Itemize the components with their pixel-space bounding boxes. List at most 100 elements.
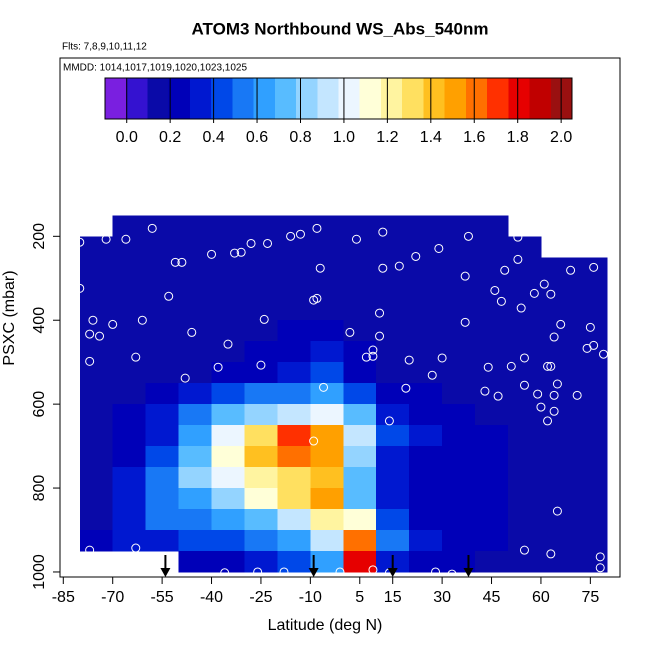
- colorbar-tick-label: 0.0: [116, 129, 138, 146]
- arrow-head: [308, 568, 319, 577]
- sample-point: [434, 243, 444, 253]
- sample-point: [309, 295, 319, 305]
- heatmap-cell: [211, 383, 245, 405]
- heatmap-cell: [112, 446, 147, 468]
- sample-point: [490, 285, 500, 295]
- heatmap-cell: [244, 446, 278, 468]
- heatmap-cell: [376, 257, 410, 279]
- heatmap-cell: [475, 257, 509, 279]
- heatmap-cell: [178, 530, 213, 552]
- heatmap-cell: [244, 236, 278, 258]
- sample-point: [315, 263, 325, 273]
- colorbar-frame: [104, 77, 573, 120]
- heatmap-cell: [79, 446, 114, 468]
- colorbar-cell: [338, 78, 361, 119]
- sample-point: [121, 234, 131, 244]
- heatmap-cell: [475, 404, 509, 426]
- heatmap-cell: [409, 530, 443, 552]
- heatmap-cell: [376, 530, 410, 552]
- heatmap-cell: [508, 278, 542, 300]
- heatmap-cell: [277, 278, 311, 300]
- heatmap-cell: [79, 530, 114, 552]
- heatmap-cell: [145, 383, 180, 405]
- heatmap-cell: [540, 299, 575, 321]
- sample-point: [463, 231, 473, 241]
- sample-point: [177, 257, 187, 267]
- arrow: [308, 555, 319, 577]
- heatmap-cell: [112, 215, 147, 237]
- heatmap-cell: [244, 278, 278, 300]
- sample-point: [108, 319, 118, 329]
- sample-point: [595, 552, 605, 562]
- heatmap-cell: [244, 362, 278, 384]
- heatmap-cell: [409, 404, 443, 426]
- heatmap-cell: [277, 215, 311, 237]
- heatmap-cell: [540, 446, 575, 468]
- heatmap-cell: [244, 257, 278, 279]
- sample-point: [246, 238, 256, 248]
- heatmap-cell: [79, 425, 114, 447]
- heatmap-cell: [508, 488, 542, 510]
- arrow-head: [160, 568, 171, 577]
- sample-point: [147, 223, 157, 233]
- heatmap-cell: [442, 404, 476, 426]
- heatmap-cell: [376, 509, 410, 531]
- x-axis-label: Latitude (deg N): [268, 617, 383, 634]
- colorbar-tick-label: 1.6: [463, 129, 485, 146]
- sample-point: [585, 322, 595, 332]
- x-tick-label: -40: [200, 589, 223, 606]
- heatmap-cell: [376, 383, 410, 405]
- heatmap-cell: [442, 425, 476, 447]
- sample-point: [345, 327, 355, 337]
- sample-point: [546, 289, 556, 299]
- heatmap-cell: [211, 550, 245, 573]
- heatmap-cell: [211, 299, 245, 321]
- sample-point: [533, 389, 543, 399]
- heatmap-cell: [376, 362, 410, 384]
- heatmap-cell: [442, 446, 476, 468]
- sample-point: [516, 303, 526, 313]
- heatmap-cell: [277, 236, 311, 258]
- heatmap-cell: [244, 341, 278, 363]
- heatmap-cell: [211, 467, 245, 489]
- heatmap-cell: [409, 383, 443, 405]
- heatmap-cell: [211, 341, 245, 363]
- heatmap-cell: [211, 446, 245, 468]
- sample-point: [286, 231, 296, 241]
- x-tick-label: -55: [151, 589, 174, 606]
- heatmap-cell: [343, 383, 377, 405]
- heatmap-cell: [244, 215, 278, 237]
- sample-point: [253, 567, 263, 577]
- sample-point: [85, 545, 95, 555]
- heatmap-cell: [508, 257, 542, 279]
- heatmap-cell: [540, 257, 575, 279]
- heatmap-cell: [343, 341, 377, 363]
- heatmap-cell: [310, 299, 344, 321]
- heatmap-cell: [475, 215, 509, 237]
- heatmap-cell: [376, 299, 410, 321]
- heatmap-cell: [475, 362, 509, 384]
- sample-point: [536, 402, 546, 412]
- heatmap-cell: [475, 550, 509, 573]
- heatmap-cell: [79, 362, 114, 384]
- heatmap-cell: [244, 550, 278, 573]
- sample-point: [460, 271, 470, 281]
- heatmap-cell: [244, 488, 278, 510]
- colorbar-tick-label: 0.8: [289, 129, 311, 146]
- heatmap-cell: [145, 215, 180, 237]
- heatmap-cell: [475, 278, 509, 300]
- arrow: [387, 555, 398, 577]
- heatmap: [79, 215, 608, 573]
- heatmap-cell: [211, 404, 245, 426]
- y-tick-label: 200: [31, 223, 48, 250]
- x-tick-label: 15: [384, 589, 402, 606]
- heatmap-cell: [540, 341, 575, 363]
- heatmap-cell: [573, 425, 608, 447]
- heatmap-cell: [409, 236, 443, 258]
- heatmap-cell: [409, 488, 443, 510]
- heatmap-cell: [540, 425, 575, 447]
- colorbar-tick-label: 0.4: [202, 129, 224, 146]
- heatmap-cell: [145, 404, 180, 426]
- heatmap-cell: [244, 383, 278, 405]
- heatmap-cell: [145, 236, 180, 258]
